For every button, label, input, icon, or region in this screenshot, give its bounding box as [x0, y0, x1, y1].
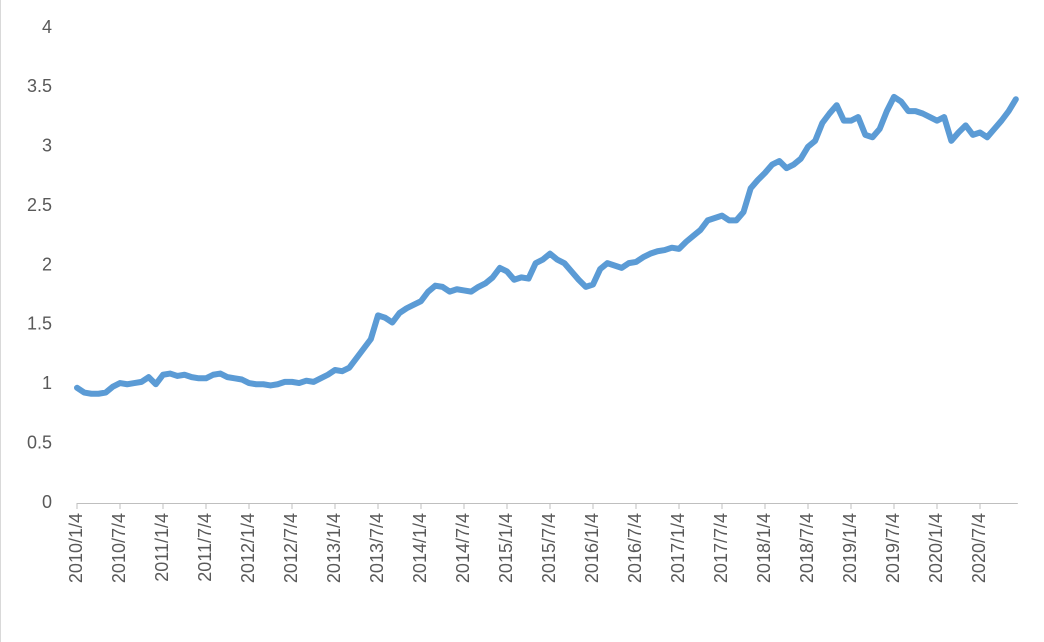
x-tick-label: 2016/7/4 [625, 513, 645, 583]
x-tick-label: 2019/1/4 [840, 513, 860, 583]
x-tick-label: 2017/7/4 [711, 513, 731, 583]
y-tick-label: 1.5 [27, 314, 52, 334]
y-tick-label: 4 [42, 17, 52, 37]
x-tick-label: 2014/1/4 [410, 513, 430, 583]
y-tick-label: 2 [42, 254, 52, 274]
y-tick-label: 2.5 [27, 195, 52, 215]
x-tick-label: 2017/1/4 [668, 513, 688, 583]
x-tick-label: 2019/7/4 [883, 513, 903, 583]
data-line [74, 93, 1019, 397]
x-tick-label: 2018/7/4 [797, 513, 817, 583]
x-tick-label: 2012/1/4 [238, 513, 258, 583]
x-tick-label: 2015/7/4 [539, 513, 559, 583]
x-tick-label: 2020/7/4 [969, 513, 989, 583]
x-tick-label: 2013/1/4 [324, 513, 344, 583]
x-tick-label: 2011/7/4 [195, 513, 215, 582]
y-tick-label: 1 [42, 373, 52, 393]
y-tick-label: 3.5 [27, 76, 52, 96]
x-tick-label: 2010/1/4 [66, 513, 86, 583]
x-tick-label: 2015/1/4 [496, 513, 516, 583]
x-tick-label: 2010/7/4 [109, 513, 129, 583]
x-tick-label: 2018/1/4 [754, 513, 774, 583]
x-tick-label: 2020/1/4 [926, 513, 946, 583]
y-tick-label: 3 [42, 136, 52, 156]
x-tick-label: 2016/1/4 [582, 513, 602, 583]
y-tick-label: 0.5 [27, 432, 52, 452]
x-tick-label: 2014/7/4 [453, 513, 473, 583]
x-tick-label: 2013/7/4 [367, 513, 387, 583]
y-tick-label: 0 [42, 492, 52, 512]
x-tick-label: 2011/1/4 [152, 513, 172, 582]
x-tick-label: 2012/7/4 [281, 513, 301, 583]
